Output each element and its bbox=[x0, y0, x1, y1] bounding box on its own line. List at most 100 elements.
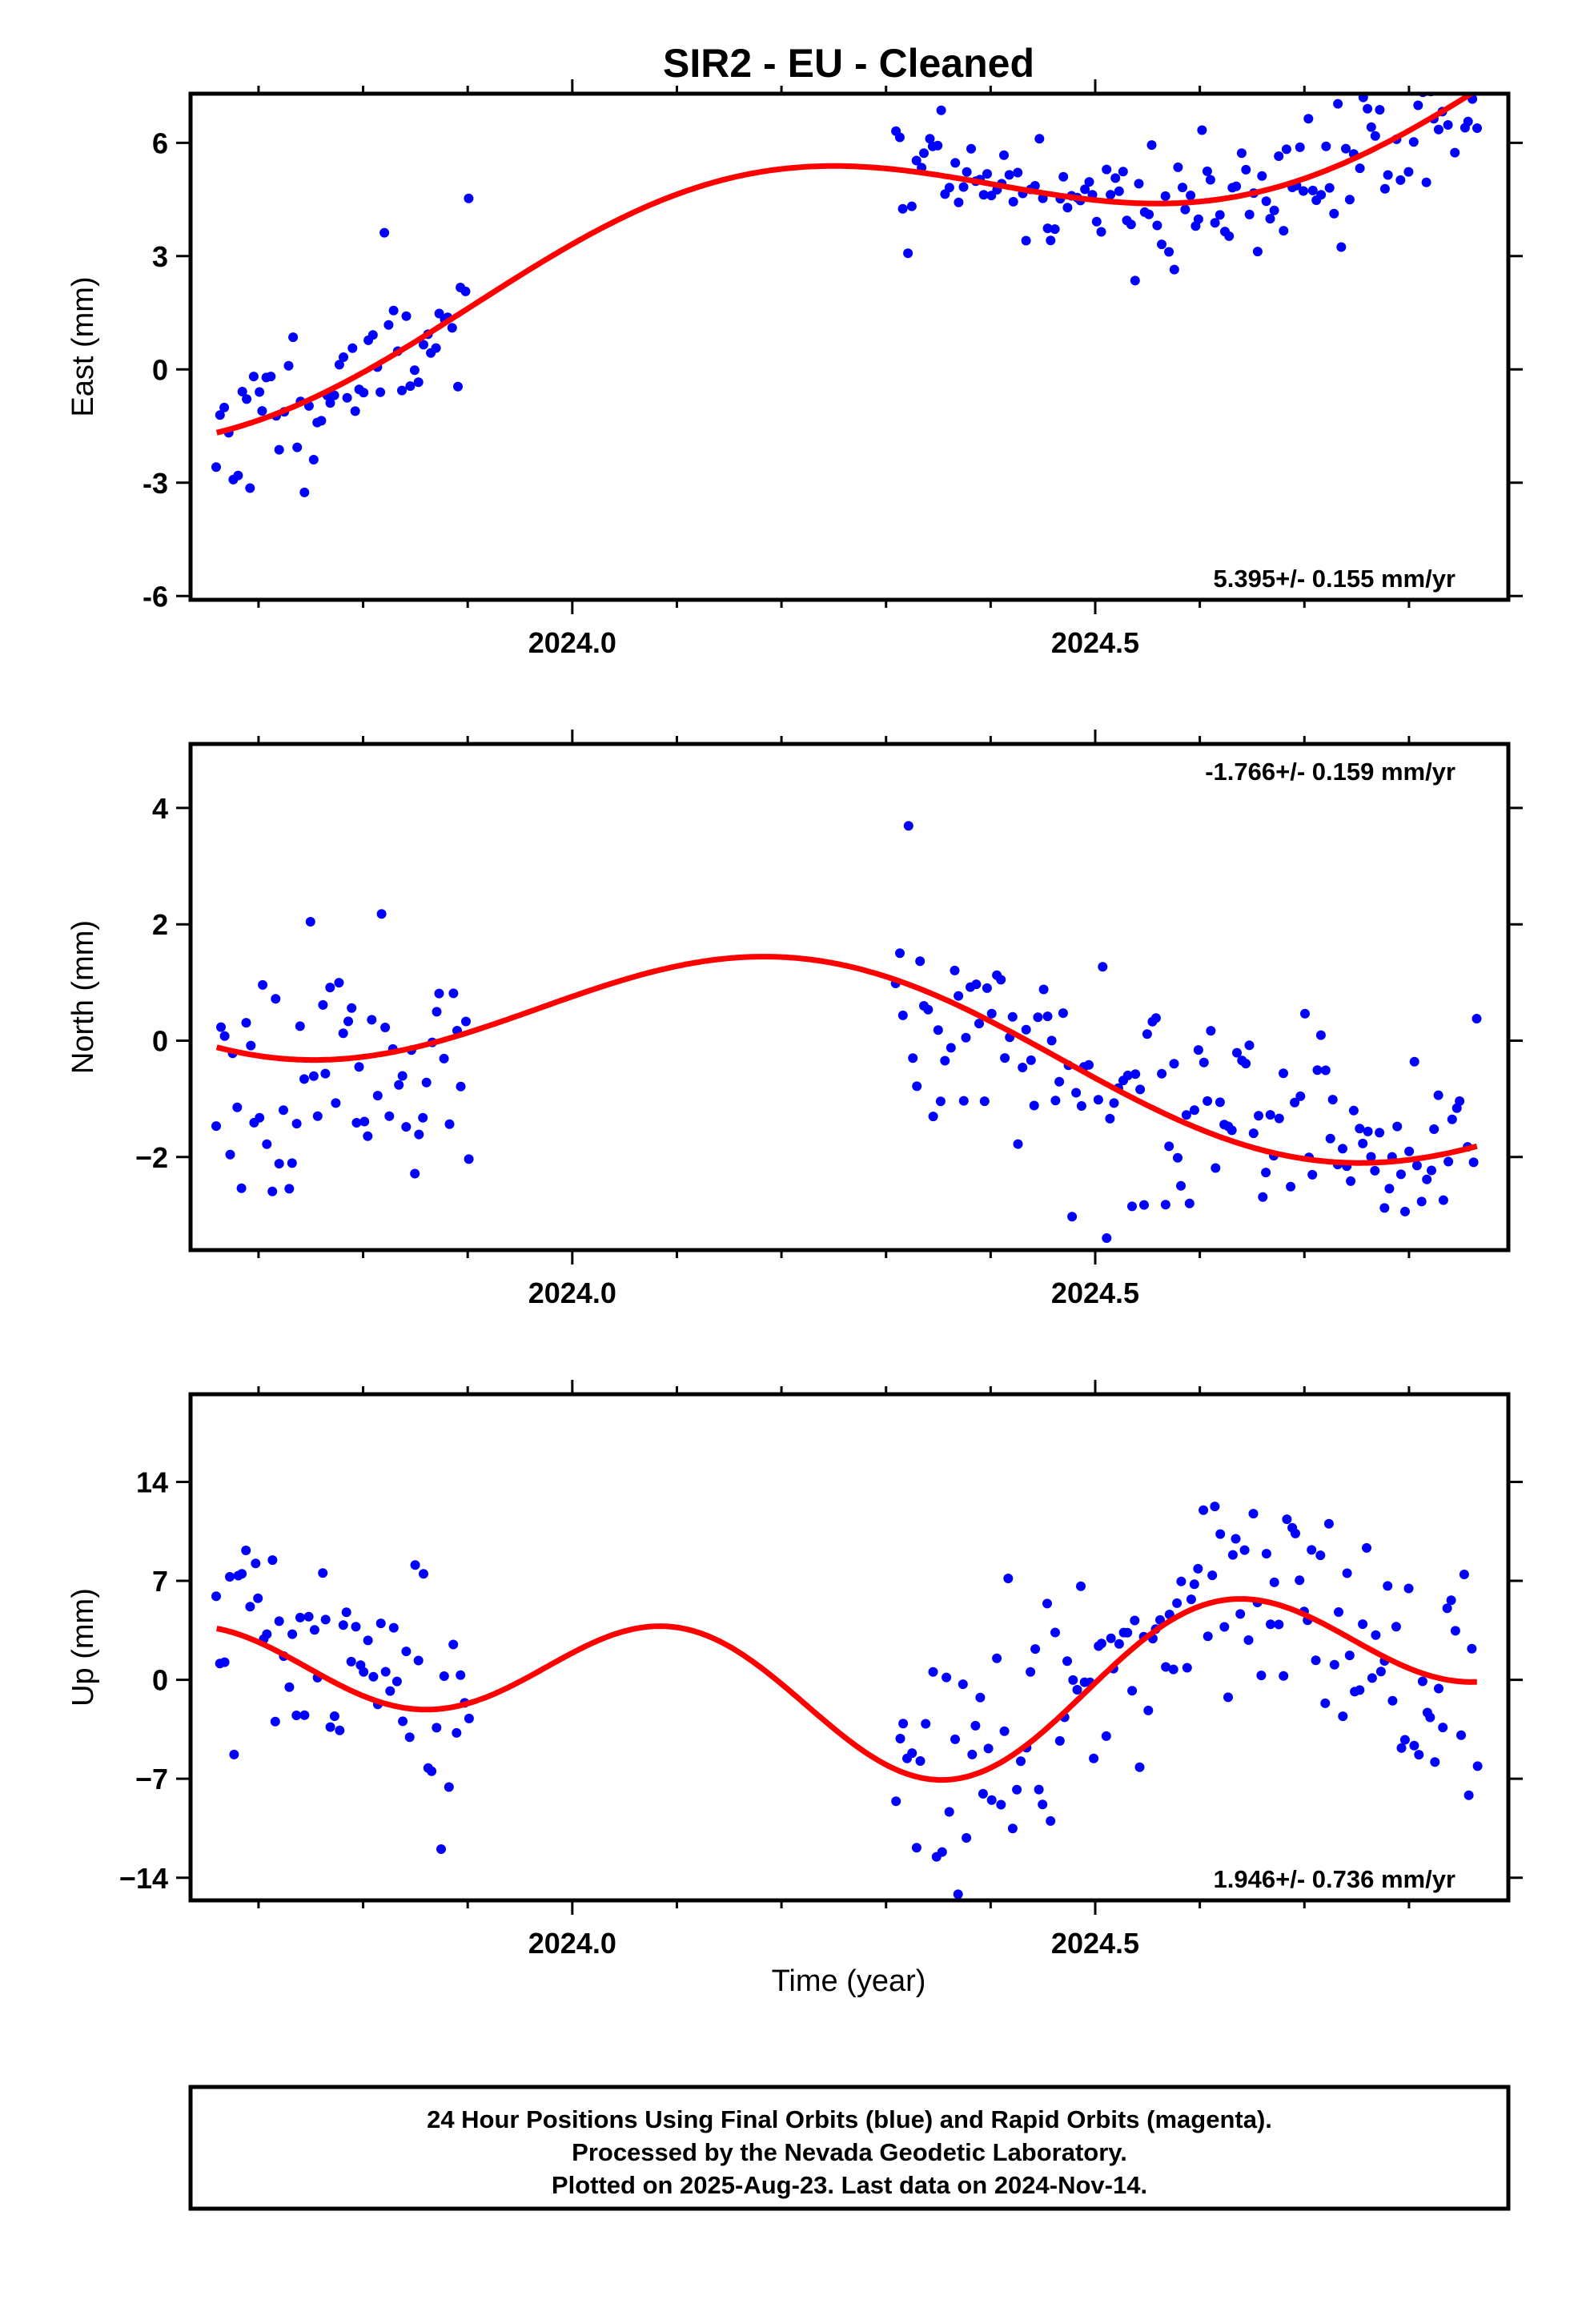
north-y-tick-label: 2 bbox=[152, 908, 168, 941]
up-data-point bbox=[1182, 1663, 1192, 1673]
east-data-point bbox=[245, 483, 255, 493]
up-data-point bbox=[1193, 1563, 1203, 1574]
north-data-point bbox=[464, 1154, 474, 1164]
north-data-point bbox=[1447, 1114, 1457, 1124]
north-y-tick-label: −2 bbox=[135, 1141, 168, 1174]
east-data-point bbox=[342, 392, 352, 403]
north-data-point bbox=[996, 975, 1006, 985]
east-x-tick-label: 2024.0 bbox=[528, 626, 616, 659]
north-data-point bbox=[432, 1007, 442, 1017]
north-data-point bbox=[331, 1098, 341, 1108]
north-data-point bbox=[1013, 1139, 1023, 1149]
up-data-point bbox=[309, 1625, 319, 1635]
east-data-point bbox=[1329, 208, 1339, 219]
north-data-point bbox=[367, 1015, 377, 1025]
up-data-point bbox=[303, 1611, 314, 1622]
north-data-point bbox=[1258, 1192, 1268, 1202]
up-data-point bbox=[341, 1607, 351, 1618]
up-data-point bbox=[432, 1723, 442, 1733]
north-data-point bbox=[1058, 1008, 1068, 1019]
up-y-tick-label: 7 bbox=[152, 1565, 168, 1598]
east-plot-area bbox=[211, 78, 1482, 497]
north-data-point bbox=[935, 1096, 946, 1107]
east-data-point bbox=[982, 169, 992, 179]
up-x-tick-label: 2024.5 bbox=[1051, 1927, 1139, 1960]
up-plot-frame bbox=[188, 1392, 1511, 1903]
north-data-point bbox=[354, 1062, 364, 1072]
up-y-axis-label: Up (mm) bbox=[66, 1588, 100, 1707]
up-data-point bbox=[1168, 1664, 1178, 1675]
east-data-point bbox=[1004, 170, 1014, 180]
north-data-point bbox=[1071, 1088, 1082, 1098]
north-data-point bbox=[421, 1077, 432, 1088]
east-data-point bbox=[1173, 162, 1183, 172]
north-data-point bbox=[312, 1111, 323, 1121]
north-data-point bbox=[1067, 1212, 1078, 1222]
up-data-point bbox=[1203, 1631, 1213, 1642]
up-data-point bbox=[1307, 1545, 1317, 1555]
north-data-point bbox=[1427, 1165, 1436, 1176]
north-data-point bbox=[1300, 1008, 1310, 1019]
east-data-point bbox=[233, 470, 243, 480]
north-data-point bbox=[1404, 1146, 1415, 1156]
east-data-point bbox=[1126, 219, 1136, 230]
east-data-point bbox=[401, 311, 412, 321]
east-data-point bbox=[1443, 120, 1453, 130]
east-data-point bbox=[958, 182, 969, 192]
north-data-point bbox=[1307, 1169, 1318, 1180]
up-data-point bbox=[1030, 1644, 1041, 1655]
north-data-point bbox=[1102, 1233, 1112, 1243]
north-data-point bbox=[1325, 1133, 1335, 1144]
north-data-point bbox=[1416, 1196, 1427, 1207]
up-data-point bbox=[1243, 1635, 1254, 1645]
north-data-point bbox=[376, 909, 387, 919]
east-data-point bbox=[1202, 166, 1212, 176]
up-data-point bbox=[448, 1639, 459, 1650]
north-data-point bbox=[1018, 1063, 1028, 1072]
east-data-point bbox=[1241, 164, 1251, 175]
north-data-point bbox=[1193, 1045, 1203, 1055]
east-data-point bbox=[1299, 186, 1308, 196]
east-model-curve bbox=[215, 94, 1477, 436]
north-data-point bbox=[1286, 1181, 1296, 1192]
north-data-point bbox=[982, 983, 992, 993]
east-data-point bbox=[375, 387, 386, 397]
east-data-point bbox=[919, 148, 929, 159]
east-data-point bbox=[1321, 141, 1331, 151]
up-data-point bbox=[1396, 1743, 1407, 1753]
east-data-point bbox=[1455, 78, 1464, 88]
north-data-point bbox=[444, 1119, 455, 1129]
north-data-point bbox=[1050, 1096, 1061, 1106]
east-data-point bbox=[1370, 131, 1380, 141]
east-data-point bbox=[1169, 264, 1179, 275]
east-data-point bbox=[1144, 209, 1154, 219]
up-data-point bbox=[1438, 1723, 1448, 1733]
up-data-point bbox=[1320, 1698, 1331, 1708]
east-data-point bbox=[1403, 167, 1414, 177]
east-data-point bbox=[1252, 247, 1263, 257]
north-data-point bbox=[1199, 1057, 1209, 1068]
north-data-point bbox=[1468, 1157, 1479, 1168]
up-data-point bbox=[1210, 1502, 1220, 1512]
north-data-point bbox=[1370, 1165, 1380, 1176]
east-data-point bbox=[288, 332, 299, 343]
north-data-point bbox=[232, 1102, 243, 1112]
east-data-point bbox=[1042, 223, 1053, 234]
up-data-point bbox=[1329, 1659, 1339, 1670]
east-data-point bbox=[1231, 181, 1242, 191]
up-data-point bbox=[318, 1568, 328, 1578]
north-data-point bbox=[394, 1080, 404, 1090]
east-data-point bbox=[419, 340, 428, 350]
north-data-point bbox=[986, 1008, 997, 1019]
north-data-point bbox=[1076, 1101, 1086, 1111]
east-data-point bbox=[1210, 218, 1220, 228]
up-data-point bbox=[911, 1843, 921, 1853]
up-data-point bbox=[1261, 1549, 1271, 1559]
north-data-point bbox=[1122, 1070, 1133, 1080]
north-data-point bbox=[308, 1071, 319, 1081]
north-data-point bbox=[439, 1053, 449, 1063]
up-x-tick-label: 2024.0 bbox=[528, 1927, 616, 1960]
north-data-point bbox=[1227, 1125, 1237, 1136]
east-data-point bbox=[308, 455, 319, 464]
